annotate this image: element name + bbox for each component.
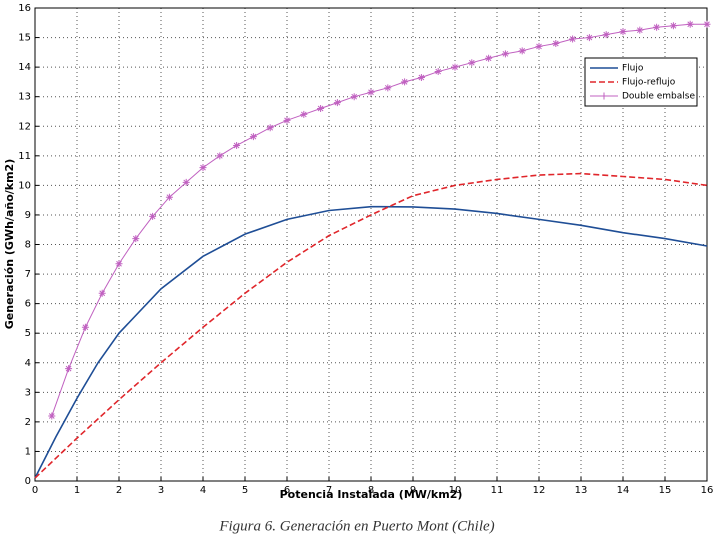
x-tick-label: 9 (410, 485, 416, 496)
x-axis-label: Potencia Instalada (MW/km2) (280, 488, 463, 501)
x-tick-label: 15 (659, 485, 672, 496)
x-tick-label: 11 (491, 485, 504, 496)
marker (434, 68, 442, 76)
y-tick-label: 16 (18, 3, 31, 14)
marker (266, 124, 274, 132)
x-tick-label: 10 (449, 485, 462, 496)
x-tick-label: 3 (158, 485, 164, 496)
marker (669, 22, 677, 30)
marker (350, 93, 358, 101)
x-tick-label: 13 (575, 485, 588, 496)
marker (417, 73, 425, 81)
y-tick-label: 4 (25, 358, 31, 369)
marker (703, 20, 711, 28)
y-tick-label: 13 (18, 92, 31, 103)
series-line (34, 205, 708, 479)
marker (602, 31, 610, 39)
marker (81, 323, 89, 331)
y-tick-label: 3 (25, 387, 31, 398)
marker (199, 164, 207, 172)
marker (300, 110, 308, 118)
y-tick-label: 14 (18, 62, 31, 73)
y-tick-label: 0 (25, 476, 31, 487)
marker (48, 412, 56, 420)
y-tick-label: 1 (25, 446, 31, 457)
y-axis-label: Generación (GWh/año/km2) (3, 159, 16, 329)
y-tick-label: 2 (25, 417, 31, 428)
x-tick-label: 5 (242, 485, 248, 496)
marker (115, 260, 123, 268)
marker (384, 84, 392, 92)
legend-marker (600, 92, 608, 100)
marker (619, 28, 627, 36)
marker (501, 50, 509, 58)
marker (535, 42, 543, 50)
marker (636, 26, 644, 34)
y-tick-label: 7 (25, 269, 31, 280)
legend-label: Flujo (622, 64, 644, 74)
y-tick-label: 10 (18, 180, 31, 191)
x-tick-label: 6 (284, 485, 290, 496)
x-tick-label: 1 (74, 485, 80, 496)
x-tick-label: 2 (116, 485, 122, 496)
marker (182, 178, 190, 186)
marker (132, 235, 140, 243)
x-tick-label: 8 (368, 485, 374, 496)
marker (653, 23, 661, 31)
y-tick-label: 8 (25, 240, 31, 251)
marker (552, 39, 560, 47)
marker (451, 63, 459, 71)
marker (518, 47, 526, 55)
caption: Figura 6. Generación en Puerto Mont (Chi… (218, 518, 494, 534)
y-tick-label: 11 (18, 151, 31, 162)
marker (249, 133, 257, 141)
x-tick-label: 16 (701, 485, 714, 496)
marker (98, 289, 106, 297)
y-tick-label: 5 (25, 328, 31, 339)
y-tick-label: 6 (25, 299, 31, 310)
marker (585, 34, 593, 42)
marker (401, 78, 409, 86)
y-tick-label: 9 (25, 210, 31, 221)
series-line (51, 23, 707, 417)
marker (216, 152, 224, 160)
marker (149, 212, 157, 220)
marker (317, 105, 325, 113)
x-tick-label: 4 (200, 485, 206, 496)
marker (333, 99, 341, 107)
x-tick-label: 7 (326, 485, 332, 496)
x-tick-label: 12 (533, 485, 546, 496)
marker (233, 141, 241, 149)
marker (686, 20, 694, 28)
marker (367, 88, 375, 96)
plot-frame (34, 7, 708, 482)
marker (283, 116, 291, 124)
x-tick-label: 14 (617, 485, 630, 496)
series-line (34, 172, 708, 479)
legend-label: Double embalse (622, 92, 695, 102)
y-tick-label: 12 (18, 121, 31, 132)
marker (65, 365, 73, 373)
marker (468, 59, 476, 67)
legend-label: Flujo-reflujo (622, 78, 676, 88)
marker (569, 35, 577, 43)
x-tick-label: 0 (32, 485, 38, 496)
y-tick-label: 15 (18, 33, 31, 44)
marker (165, 193, 173, 201)
marker (485, 54, 493, 62)
